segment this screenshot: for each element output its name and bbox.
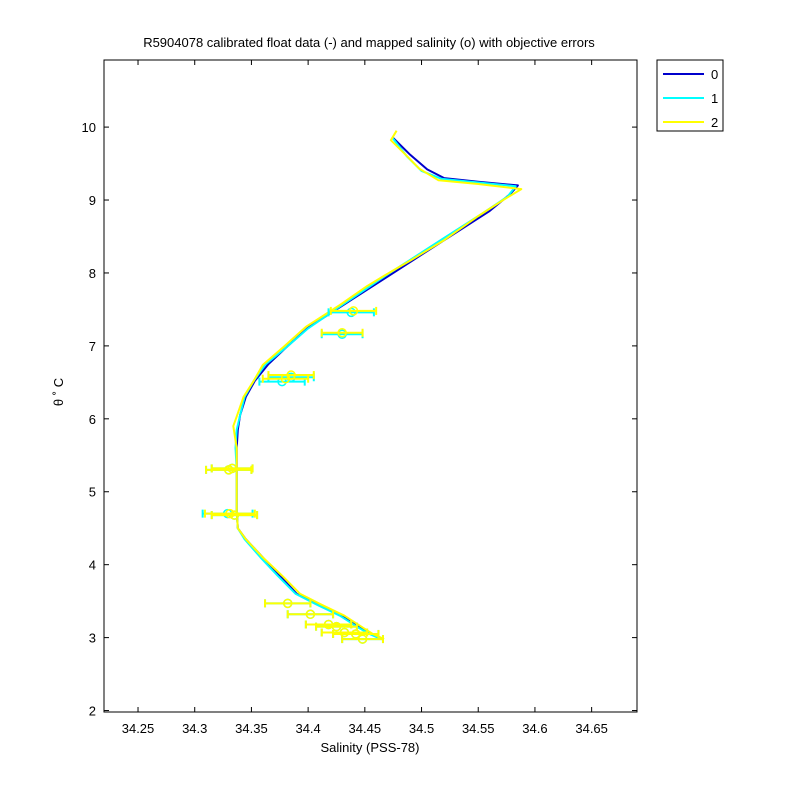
- mapped-point: [264, 598, 312, 609]
- plot-frame: [103, 59, 638, 713]
- mapped-point: [210, 463, 254, 474]
- series-line-2: [232, 130, 523, 641]
- mapped-marker: [357, 634, 368, 644]
- y-tick-label: 10: [82, 120, 96, 135]
- x-tick-label: 34.3: [182, 721, 207, 736]
- mapped-marker: [346, 307, 356, 318]
- mapped-point: [304, 619, 353, 630]
- mapped-marker: [229, 510, 240, 520]
- y-tick-label: 9: [89, 193, 96, 208]
- mapped-marker: [305, 609, 316, 620]
- y-tick-label: 8: [89, 266, 96, 281]
- y-tick-label: 6: [89, 412, 96, 427]
- mapped-point: [210, 510, 259, 520]
- x-axis-label: Salinity (PSS-78): [321, 740, 420, 755]
- mapped-point: [332, 629, 380, 639]
- mapped-point: [286, 609, 335, 620]
- chart-title: R5904078 calibrated float data (-) and m…: [143, 35, 595, 50]
- legend-label-0: 0: [711, 67, 718, 82]
- mapped-marker: [286, 370, 296, 380]
- mapped-marker: [337, 328, 347, 338]
- x-tick-label: 34.25: [122, 721, 155, 736]
- legend: 0 1 2: [656, 59, 724, 132]
- mapped-marker: [331, 621, 342, 632]
- y-tick-label: 3: [89, 631, 96, 646]
- mapped-marker: [339, 627, 350, 638]
- mapped-point: [341, 634, 384, 644]
- x-axis-ticks: 34.25 34.3 34.35 34.4 34.45 34.5 34.55 34.6 34.6…: [122, 60, 608, 736]
- y-axis-ticks: 2 3 4 5 6 7 8 9 10: [82, 120, 637, 719]
- legend-box: [656, 59, 724, 132]
- mapped-point: [267, 370, 315, 380]
- mapped-point: [320, 328, 364, 338]
- mapped-marker: [351, 629, 361, 639]
- y-tick-label: 7: [89, 339, 96, 354]
- y-tick-label: 2: [89, 704, 96, 719]
- mapped-marker: [348, 306, 359, 316]
- mapped-point: [329, 306, 378, 316]
- mapped-point: [203, 508, 256, 519]
- legend-label-2: 2: [711, 115, 718, 130]
- mapped-marker: [227, 463, 237, 474]
- x-tick-label: 34.5: [409, 721, 434, 736]
- y-axis-label: θ ˚ C: [51, 378, 66, 406]
- x-tick-label: 34.35: [235, 721, 268, 736]
- x-tick-label: 34.4: [295, 721, 320, 736]
- x-tick-label: 34.65: [575, 721, 608, 736]
- mapped-point: [315, 621, 358, 632]
- legend-label-1: 1: [711, 91, 718, 106]
- plot-area: [103, 59, 638, 713]
- x-tick-label: 34.55: [462, 721, 495, 736]
- mapped-point: [261, 373, 310, 384]
- mapped-marker: [282, 598, 293, 609]
- x-tick-label: 34.6: [522, 721, 547, 736]
- y-tick-label: 4: [89, 558, 96, 573]
- x-tick-label: 34.45: [349, 721, 382, 736]
- mapped-point: [327, 307, 375, 318]
- mapped-marker: [225, 508, 235, 519]
- y-tick-label: 5: [89, 485, 96, 500]
